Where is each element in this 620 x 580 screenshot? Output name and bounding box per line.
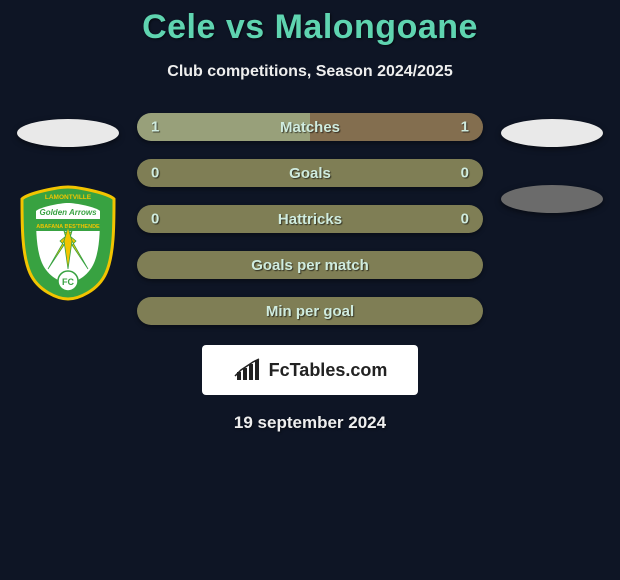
stat-label: Goals bbox=[289, 165, 331, 182]
footer: FcTables.com 19 september 2024 bbox=[0, 345, 620, 433]
stat-row: Min per goal bbox=[137, 297, 483, 325]
subtitle: Club competitions, Season 2024/2025 bbox=[0, 63, 620, 81]
stat-rows: 1 Matches 1 0 Goals 0 0 Hattricks 0 Goals per mat… bbox=[137, 113, 483, 325]
svg-text:FC: FC bbox=[62, 277, 74, 287]
right-side bbox=[501, 113, 603, 213]
left-player-oval bbox=[17, 119, 119, 147]
bar-chart-icon bbox=[233, 358, 261, 382]
stat-label: Goals per match bbox=[251, 257, 369, 274]
stat-value-left: 0 bbox=[151, 165, 159, 182]
svg-text:Golden Arrows: Golden Arrows bbox=[39, 208, 97, 217]
stat-row: 1 Matches 1 bbox=[137, 113, 483, 141]
date-text: 19 september 2024 bbox=[234, 413, 386, 433]
stat-label: Min per goal bbox=[266, 303, 354, 320]
stat-label: Matches bbox=[280, 119, 340, 136]
stat-label: Hattricks bbox=[278, 211, 342, 228]
right-player-oval-1 bbox=[501, 119, 603, 147]
page-title: Cele vs Malongoane bbox=[0, 8, 620, 47]
left-side: LAMONTVILLE Golden Arrows ABAFANA BES'TH… bbox=[17, 113, 119, 301]
stat-value-right: 0 bbox=[461, 211, 469, 228]
brand-text: FcTables.com bbox=[269, 360, 388, 381]
stat-row: Goals per match bbox=[137, 251, 483, 279]
svg-text:LAMONTVILLE: LAMONTVILLE bbox=[45, 194, 92, 201]
stat-value-right: 0 bbox=[461, 165, 469, 182]
brand-badge[interactable]: FcTables.com bbox=[202, 345, 418, 395]
right-player-oval-2 bbox=[501, 185, 603, 213]
stat-row: 0 Goals 0 bbox=[137, 159, 483, 187]
comparison-content: LAMONTVILLE Golden Arrows ABAFANA BES'TH… bbox=[0, 113, 620, 325]
left-team-badge: LAMONTVILLE Golden Arrows ABAFANA BES'TH… bbox=[18, 185, 118, 301]
stat-value-left: 0 bbox=[151, 211, 159, 228]
stat-row: 0 Hattricks 0 bbox=[137, 205, 483, 233]
stat-value-left: 1 bbox=[151, 119, 159, 136]
stat-value-right: 1 bbox=[461, 119, 469, 136]
